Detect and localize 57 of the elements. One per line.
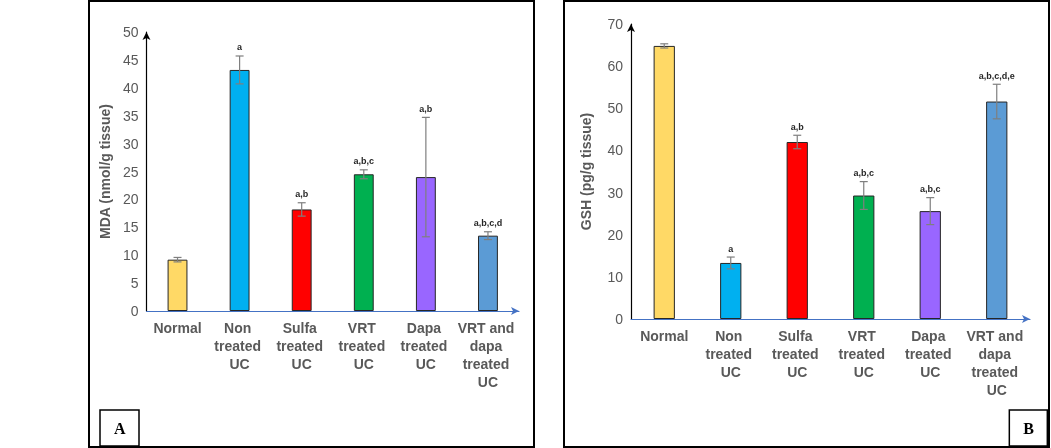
bar bbox=[353, 174, 374, 311]
y-axis-title: MDA (nmol/g tissue) bbox=[97, 104, 113, 239]
x-tick-label: Normal bbox=[640, 328, 689, 344]
y-tick-label: 0 bbox=[615, 311, 624, 327]
x-tick-label: Dapa treated UC bbox=[400, 320, 452, 372]
y-tick-label: 20 bbox=[122, 191, 139, 208]
y-tick-label: 30 bbox=[122, 135, 139, 152]
bar bbox=[291, 209, 312, 311]
x-tick-label: VRT and dapa treated UC bbox=[966, 328, 1028, 398]
annotation: a bbox=[728, 243, 735, 254]
text: A bbox=[114, 419, 126, 437]
y-tick-label: 30 bbox=[607, 184, 624, 201]
x-tick-label: Sulfa treated UC bbox=[276, 320, 327, 372]
y-tick-label: 10 bbox=[607, 268, 624, 285]
bar bbox=[229, 69, 250, 311]
annotation: a,b,c bbox=[919, 184, 941, 195]
text: B bbox=[1023, 419, 1035, 437]
y-tick-label: 20 bbox=[607, 226, 624, 243]
annotation: a,b bbox=[295, 189, 309, 200]
y-tick-label: 5 bbox=[130, 275, 139, 292]
annotation: a,b bbox=[419, 103, 433, 114]
y-tick-label: 15 bbox=[122, 219, 139, 236]
annotation: a,b,c,d,e bbox=[978, 70, 1015, 81]
y-tick-label: 40 bbox=[122, 79, 139, 96]
x-tick-label: Non treated UC bbox=[214, 320, 265, 372]
x-tick-label: VRT treated UC bbox=[838, 328, 890, 380]
bar bbox=[986, 101, 1008, 319]
bar bbox=[786, 142, 808, 319]
y-tick-label: 50 bbox=[607, 100, 624, 117]
y-tick-label: 35 bbox=[122, 107, 139, 124]
y-tick-label: 50 bbox=[122, 24, 139, 40]
bar bbox=[720, 262, 742, 319]
y-tick-label: 40 bbox=[607, 142, 624, 159]
bar bbox=[853, 195, 875, 319]
x-tick-label: Non treated UC bbox=[705, 328, 757, 380]
bar bbox=[415, 177, 436, 311]
bar bbox=[919, 211, 941, 319]
x-tick-label: VRT and dapa treated UC bbox=[457, 320, 519, 390]
annotation: a,b,c bbox=[353, 156, 375, 167]
y-axis-title: GSH (pg/g tissue) bbox=[578, 112, 594, 231]
annotation: a bbox=[237, 42, 244, 53]
y-tick-label: 10 bbox=[122, 247, 139, 264]
y-tick-label: 25 bbox=[122, 163, 139, 180]
bar bbox=[478, 235, 498, 311]
x-tick-label: Normal bbox=[153, 320, 202, 336]
bar bbox=[653, 45, 675, 319]
annotation: a,b,c,d bbox=[473, 218, 503, 229]
x-tick-label: Sulfa treated UC bbox=[771, 328, 823, 380]
x-tick-label: VRT treated UC bbox=[338, 320, 390, 372]
y-tick-label: 45 bbox=[122, 51, 139, 68]
bar bbox=[167, 259, 188, 311]
x-tick-label: Dapa treated UC bbox=[904, 328, 956, 380]
y-tick-label: 70 bbox=[607, 16, 624, 32]
annotation: a,b bbox=[790, 121, 805, 132]
y-tick-label: 60 bbox=[607, 58, 624, 75]
annotation: a,b,c bbox=[853, 168, 875, 179]
y-tick-label: 0 bbox=[130, 303, 139, 319]
